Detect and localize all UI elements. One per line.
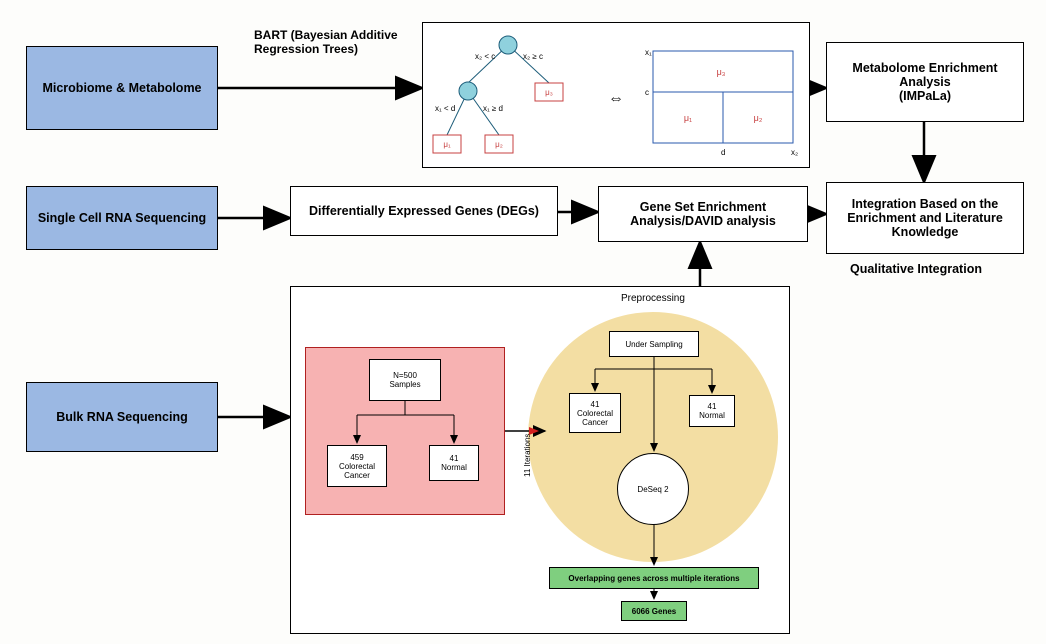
input-microbiome: Microbiome & Metabolome — [26, 46, 218, 130]
process-integration: Integration Based on the Enrichment and … — [826, 182, 1024, 254]
process-gsea-label: Gene Set Enrichment Analysis/DAVID analy… — [605, 200, 801, 228]
process-mea: Metabolome Enrichment Analysis (IMPaLa) — [826, 42, 1024, 122]
svg-text:μ₃: μ₃ — [545, 88, 553, 97]
svg-text:d: d — [721, 148, 725, 157]
svg-text:c: c — [645, 88, 649, 97]
svg-text:μ₂: μ₂ — [495, 140, 503, 149]
input-scrna-label: Single Cell RNA Sequencing — [38, 211, 206, 225]
process-deg: Differentially Expressed Genes (DEGs) — [290, 186, 558, 236]
bulk-panel: Preprocessing N=500 Samples 459 Colorect… — [290, 286, 790, 634]
svg-text:⇔: ⇔ — [608, 90, 624, 107]
process-gsea: Gene Set Enrichment Analysis/DAVID analy… — [598, 186, 808, 242]
input-bulkrna-label: Bulk RNA Sequencing — [56, 410, 188, 424]
svg-text:μ₃: μ₃ — [717, 67, 726, 77]
svg-text:x₂ < c: x₂ < c — [475, 52, 495, 61]
svg-text:μ₂: μ₂ — [754, 113, 763, 123]
svg-text:x₂ ≥ c: x₂ ≥ c — [523, 52, 543, 61]
svg-text:μ₁: μ₁ — [684, 113, 692, 123]
qualitative-integration-label: Qualitative Integration — [850, 262, 982, 276]
svg-text:x₂: x₂ — [791, 148, 798, 157]
svg-text:x₁ ≥ d: x₁ ≥ d — [483, 104, 503, 113]
process-deg-label: Differentially Expressed Genes (DEGs) — [309, 204, 539, 218]
bart-panel: μ₃ μ₁ μ₂ x₂ < c x₂ ≥ c x₁ < d x₁ ≥ d ⇔ μ… — [422, 22, 810, 168]
input-microbiome-label: Microbiome & Metabolome — [42, 81, 201, 95]
bart-label: BART (Bayesian Additive Regression Trees… — [254, 28, 424, 56]
bulk-panel-connectors — [291, 287, 791, 635]
process-mea-label: Metabolome Enrichment Analysis (IMPaLa) — [833, 61, 1017, 103]
bart-tree-svg: μ₃ μ₁ μ₂ x₂ < c x₂ ≥ c x₁ < d x₁ ≥ d ⇔ μ… — [423, 23, 811, 169]
svg-text:x₁: x₁ — [645, 48, 652, 57]
process-integration-label: Integration Based on the Enrichment and … — [833, 197, 1017, 239]
svg-text:x₁ < d: x₁ < d — [435, 104, 455, 113]
input-scrna: Single Cell RNA Sequencing — [26, 186, 218, 250]
input-bulkrna: Bulk RNA Sequencing — [26, 382, 218, 452]
svg-text:μ₁: μ₁ — [443, 140, 451, 149]
